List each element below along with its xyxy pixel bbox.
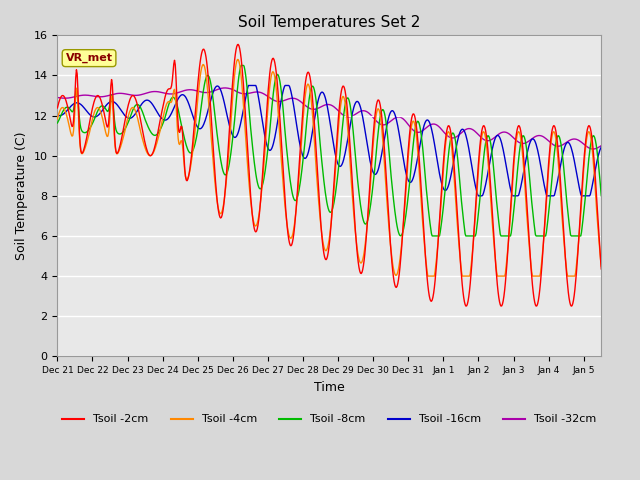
Title: Soil Temperatures Set 2: Soil Temperatures Set 2: [238, 15, 420, 30]
Legend: Tsoil -2cm, Tsoil -4cm, Tsoil -8cm, Tsoil -16cm, Tsoil -32cm: Tsoil -2cm, Tsoil -4cm, Tsoil -8cm, Tsoi…: [58, 410, 601, 429]
X-axis label: Time: Time: [314, 381, 345, 394]
Text: VR_met: VR_met: [65, 53, 113, 63]
Y-axis label: Soil Temperature (C): Soil Temperature (C): [15, 132, 28, 260]
